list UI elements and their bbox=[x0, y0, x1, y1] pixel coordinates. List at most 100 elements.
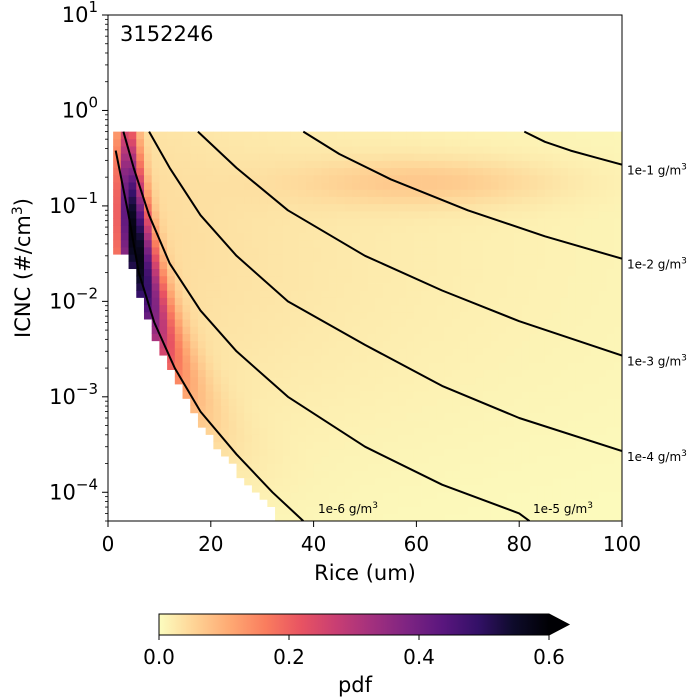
heatmap-cell bbox=[490, 138, 500, 147]
heatmap-cell bbox=[413, 448, 422, 457]
heatmap-cell bbox=[490, 297, 500, 306]
heatmap-cell bbox=[367, 167, 376, 176]
heatmap-cell bbox=[436, 391, 446, 399]
heatmap-cell bbox=[614, 391, 622, 399]
heatmap-cell bbox=[382, 412, 392, 421]
heatmap-cell bbox=[259, 196, 268, 205]
heatmap-cell bbox=[552, 456, 561, 464]
heatmap-cell bbox=[174, 138, 183, 147]
heatmap-cell bbox=[228, 189, 237, 197]
heatmap-cell bbox=[591, 463, 600, 471]
heatmap-cell bbox=[290, 326, 299, 334]
heatmap-cell bbox=[174, 210, 183, 219]
heatmap-cell bbox=[529, 448, 538, 457]
heatmap-cell bbox=[421, 347, 430, 356]
heatmap-cell bbox=[174, 232, 183, 241]
heatmap-cell bbox=[113, 203, 122, 212]
heatmap-cell bbox=[421, 340, 430, 349]
heatmap-cell bbox=[598, 167, 607, 176]
heatmap-cell bbox=[537, 427, 546, 435]
heatmap-cell bbox=[136, 225, 145, 233]
heatmap-cell bbox=[521, 434, 530, 443]
heatmap-cell bbox=[398, 254, 407, 262]
heatmap-cell bbox=[436, 463, 446, 471]
heatmap-cell bbox=[321, 405, 330, 414]
heatmap-cell bbox=[490, 167, 500, 176]
heatmap-cell bbox=[151, 153, 160, 161]
heatmap-cell bbox=[421, 448, 430, 457]
heatmap-cell bbox=[614, 434, 622, 443]
heatmap-cell bbox=[390, 167, 399, 176]
heatmap-cell bbox=[298, 448, 307, 457]
heatmap-cell bbox=[537, 492, 546, 500]
heatmap-cell bbox=[490, 189, 500, 197]
heatmap-cell bbox=[537, 304, 546, 313]
heatmap-cell bbox=[344, 470, 353, 479]
heatmap-cell bbox=[521, 275, 530, 284]
heatmap-cell bbox=[529, 189, 538, 197]
heatmap-cell bbox=[598, 189, 607, 197]
heatmap-cell bbox=[205, 182, 214, 190]
heatmap-cell bbox=[143, 138, 153, 147]
heatmap-cell bbox=[143, 153, 153, 161]
heatmap-cell bbox=[568, 492, 577, 500]
heatmap-cell bbox=[367, 153, 376, 161]
heatmap-cell bbox=[367, 146, 376, 154]
heatmap-cell bbox=[475, 340, 484, 349]
heatmap-cell bbox=[475, 189, 484, 197]
heatmap-cells bbox=[113, 131, 622, 521]
heatmap-cell bbox=[282, 311, 291, 320]
heatmap-cell bbox=[444, 420, 453, 428]
heatmap-cell bbox=[251, 182, 261, 190]
heatmap-cell bbox=[290, 384, 299, 392]
heatmap-cell bbox=[336, 290, 345, 298]
heatmap-cell bbox=[429, 297, 438, 306]
heatmap-cell bbox=[190, 340, 199, 349]
heatmap-cell bbox=[406, 470, 415, 479]
heatmap-cell bbox=[382, 448, 392, 457]
heatmap-cell bbox=[267, 441, 276, 450]
heatmap-cell bbox=[560, 254, 569, 262]
heatmap-cell bbox=[575, 384, 584, 392]
heatmap-cell bbox=[174, 174, 183, 183]
heatmap-cell bbox=[490, 131, 500, 140]
heatmap-cell bbox=[375, 283, 384, 291]
heatmap-cell bbox=[375, 492, 384, 500]
heatmap-cell bbox=[151, 326, 160, 334]
heatmap-cell bbox=[598, 319, 607, 327]
heatmap-cell bbox=[282, 196, 291, 205]
heatmap-cell bbox=[606, 398, 615, 407]
heatmap-cell bbox=[506, 283, 515, 291]
heatmap-cell bbox=[583, 470, 592, 479]
heatmap-cell bbox=[113, 131, 122, 140]
x-tick-label: 100 bbox=[603, 532, 641, 556]
heatmap-cell bbox=[267, 477, 276, 486]
heatmap-cell bbox=[336, 210, 345, 219]
heatmap-cell bbox=[452, 499, 461, 507]
iwc-contour-line bbox=[122, 131, 531, 521]
heatmap-cell bbox=[244, 268, 253, 277]
heatmap-cell bbox=[429, 441, 438, 450]
heatmap-cell bbox=[444, 304, 453, 313]
heatmap-cell bbox=[298, 484, 307, 493]
heatmap-cell bbox=[267, 326, 276, 334]
heatmap-cell bbox=[344, 477, 353, 486]
heatmap-cell bbox=[282, 146, 291, 154]
heatmap-cell bbox=[452, 506, 461, 515]
heatmap-cell bbox=[275, 218, 284, 226]
heatmap-cell bbox=[398, 384, 407, 392]
heatmap-cell bbox=[452, 261, 461, 270]
heatmap-cell bbox=[483, 477, 492, 486]
heatmap-cell bbox=[452, 203, 461, 212]
heatmap-cell bbox=[344, 160, 353, 169]
heatmap-cell bbox=[352, 441, 361, 450]
x-tick-label: 60 bbox=[404, 532, 429, 556]
heatmap-cell bbox=[406, 290, 415, 298]
heatmap-cell bbox=[514, 326, 523, 334]
heatmap-cell bbox=[182, 196, 191, 205]
heatmap-cell bbox=[190, 275, 199, 284]
heatmap-cell bbox=[467, 203, 476, 212]
heatmap-cell bbox=[521, 232, 530, 241]
heatmap-cell bbox=[429, 138, 438, 147]
heatmap-cell bbox=[614, 484, 622, 493]
